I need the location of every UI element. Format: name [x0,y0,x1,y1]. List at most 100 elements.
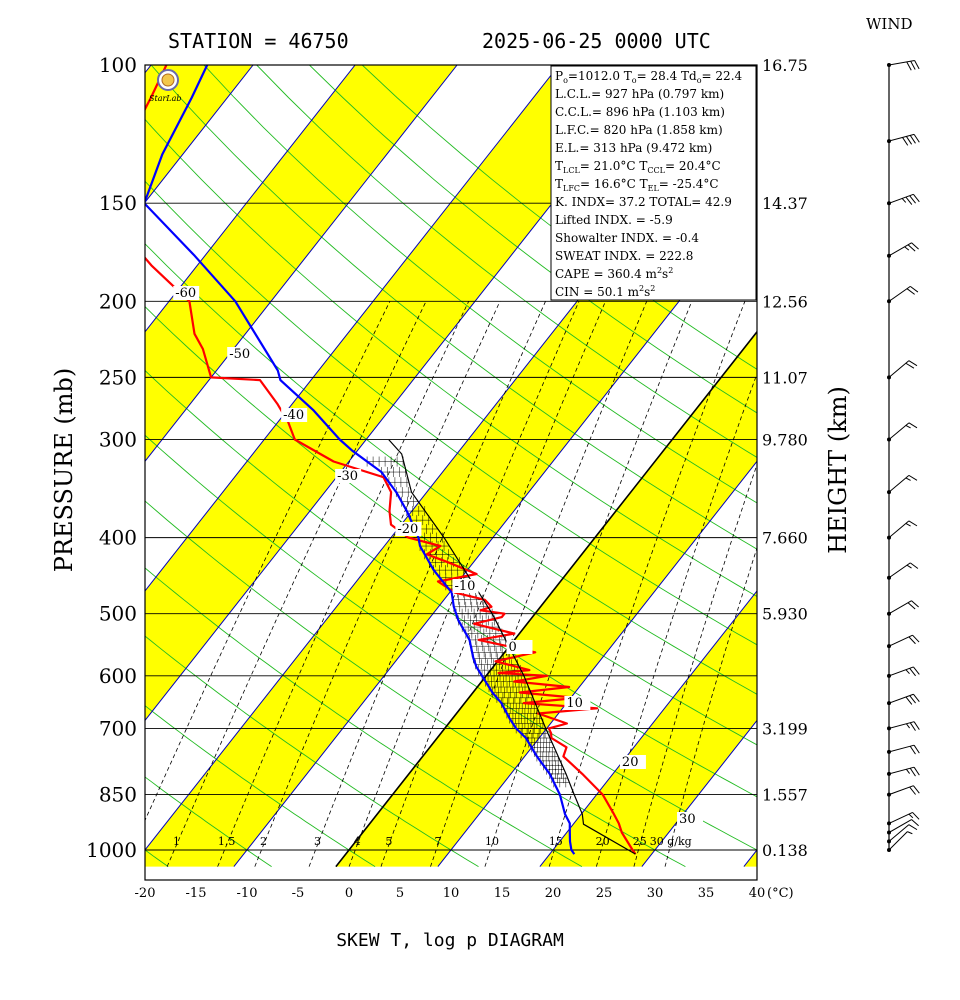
mixing-ratio-line [217,301,470,867]
wind-barb-staff [888,59,915,66]
starlab-logo: StarLab [149,69,182,103]
mixing-ratio-line [596,372,757,867]
pressure-tick-label: 500 [99,602,137,626]
temperature-line [145,65,637,855]
isotherm-label-bg [452,579,479,593]
wind-barb-feather [908,824,918,831]
zero-isotherm [335,330,757,868]
dry-adiabat-line [309,65,757,414]
wind-barb-staff [888,666,914,677]
wind-barb-feather [909,767,916,777]
dry-adiabat-line [145,434,757,851]
isotherm-label: -20 [397,522,418,537]
height-tick-labels: 16.75 14.37 12.56 11.07 9.780 7.660 5.930 3.199… [762,56,808,860]
mixing-ratio-line [430,301,648,867]
wind-barb-staff [888,474,910,493]
wind-barb-feather [910,562,919,569]
index-cape: CAPE = 360.4 m2s2 [555,266,673,281]
pressure-tick-label: 100 [99,53,137,77]
height-tick-label: 5.930 [762,605,808,624]
wind-barb-staff [888,360,910,378]
parcel-line [388,439,636,855]
svg-text:StarLab: StarLab [149,94,182,103]
wind-barb-half-feather [906,564,912,569]
dry-adiabat-line [145,180,757,646]
wind-barb-staff [888,520,910,539]
temperature-tick-label: 35 [698,886,715,901]
wind-barb-staff [888,133,915,142]
band-strip [145,65,254,203]
wind-barb-feather [909,195,916,204]
isotherm-label-bg [619,755,646,769]
dry-adiabat-line [145,306,757,746]
wind-barb-half-feather [904,246,910,251]
isotherm-label: 0 [508,640,516,655]
mixing-ratio-label: 15 [549,835,563,848]
wind-barb-staff [888,193,914,204]
pressure-tick-label: 700 [99,716,137,740]
dry-adiabat-line [145,705,376,867]
wind-barb-staff [888,634,913,647]
index-lfc: L.F.C.= 820 hPa (1.858 km) [555,123,723,137]
height-tick-label: 1.557 [762,786,808,805]
index-surface: Po=1012.0 To= 28.4 Tdo= 22.4 [555,69,743,85]
isotherm-label: -10 [455,579,476,594]
dry-adiabat-line [145,243,757,695]
wind-barb-staff [888,824,910,842]
isotherm-label: -50 [229,347,250,362]
temperature-tick-label: 0 [345,886,353,901]
temperature-tick-label: -5 [292,886,305,901]
wind-barb-feather [907,602,916,610]
mixing-ratio-line [145,301,391,822]
isotherm-label: 20 [622,755,639,770]
dry-adiabat-line [145,369,757,798]
wind-barb-feather [911,600,919,608]
wind-barb-feather [912,634,920,643]
isotherm-label-bg [506,640,533,654]
pressure-tick-label: 150 [99,191,137,215]
wind-barb-half-feather [905,424,911,429]
pressure-tick-label: 250 [99,365,137,389]
wind-barb-staff [888,766,915,775]
dry-adiabat-line [203,65,757,504]
temperature-tick-label: 30 [647,886,664,901]
isotherm-line [145,65,356,333]
wind-barb-feather [902,137,909,146]
height-tick-label: 11.07 [762,368,808,387]
band-strip [743,849,757,867]
wind-barb-staff [888,819,912,833]
mixing-ratio-labels: 0.7 1 1.5 2 3 4 5 7 10 15 20 25 30 g/kg [173,835,692,848]
pressure-tick-label: 200 [99,289,137,313]
isotherm-line [0,65,49,867]
wind-barb-feather [908,520,918,527]
mixing-ratio-line [633,463,757,867]
dry-adiabat-line [145,849,169,867]
dry-adiabat-line [145,500,686,867]
wind-barb-feather [909,668,916,677]
wind-barb-feather [910,60,916,70]
index-cin: CIN = 50.1 m2s2 [555,284,655,299]
wind-barb-feather [906,61,912,71]
wind-barb-staff [888,285,911,302]
station-label: STATION = 46750 [168,29,349,53]
pressure-tick-label: 300 [99,428,137,452]
wind-barb-half-feather [905,669,910,675]
wind-barb-feather [913,744,920,754]
isotherm-label: -70 [119,228,140,243]
wind-barb-feather [909,695,916,704]
wind-barb-feather [905,696,913,705]
mixing-ratio-line [548,301,746,867]
mixing-ratio-label: 30 g/kg [650,835,692,848]
isotherm-label-bg [281,408,308,422]
wind-barb-staff [888,831,908,851]
sounding-series [145,65,637,855]
wind-barb-feather [908,360,918,367]
wind-barb-feather [906,288,915,295]
mixing-ratio-lines [145,301,757,867]
temperature-tick-label: 40 [749,886,766,901]
mixing-ratio-label: 7 [434,835,441,848]
plot-frame [144,64,758,881]
mixing-ratio-label: 20 [596,835,610,848]
mixing-ratio-label: 1.5 [218,835,236,848]
